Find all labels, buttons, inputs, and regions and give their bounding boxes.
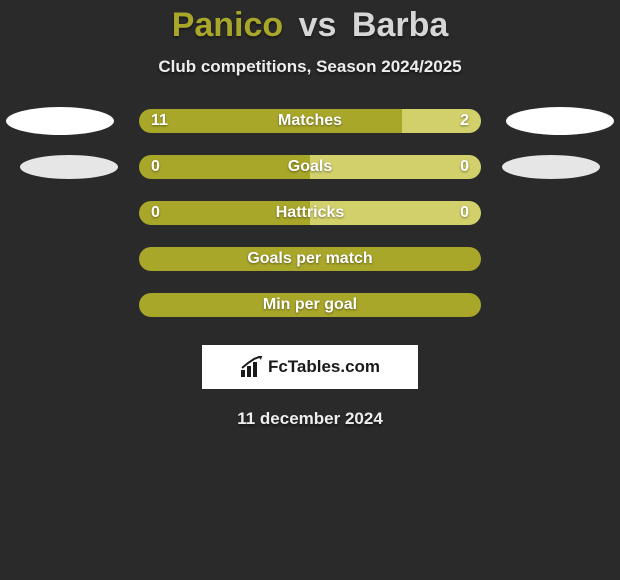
title-vs: vs: [299, 6, 337, 44]
bar-right-fill: [402, 109, 481, 133]
bar-left-fill: [139, 201, 310, 225]
stat-row: 00Hattricks: [0, 201, 620, 225]
bar-left-fill: [139, 293, 481, 317]
page-title: Panico vs Barba: [0, 6, 620, 45]
bar-left-fill: [139, 155, 310, 179]
bar-left-fill: [139, 247, 481, 271]
right-ellipse: [502, 155, 600, 179]
stat-row: 112Matches: [0, 109, 620, 133]
stat-bar: Min per goal: [139, 293, 481, 317]
stat-bar: 112Matches: [139, 109, 481, 133]
stat-row: 00Goals: [0, 155, 620, 179]
left-ellipse: [20, 155, 118, 179]
left-ellipse: [6, 107, 114, 135]
brand-inner: FcTables.com: [240, 356, 380, 378]
player2-name: Barba: [352, 6, 448, 44]
brand-box[interactable]: FcTables.com: [202, 345, 418, 389]
stat-row: Min per goal: [0, 293, 620, 317]
bar-right-fill: [310, 201, 481, 225]
chart-icon: [240, 356, 264, 378]
stat-bar: 00Hattricks: [139, 201, 481, 225]
subtitle: Club competitions, Season 2024/2025: [0, 57, 620, 77]
bar-left-fill: [139, 109, 402, 133]
comparison-widget: Panico vs Barba Club competitions, Seaso…: [0, 0, 620, 429]
stat-bar: Goals per match: [139, 247, 481, 271]
player1-name: Panico: [172, 6, 283, 44]
date-label: 11 december 2024: [0, 409, 620, 429]
stat-row: Goals per match: [0, 247, 620, 271]
brand-text: FcTables.com: [268, 357, 380, 377]
right-ellipse: [506, 107, 614, 135]
stats-rows: 112Matches 00Goals 00Hattricks Goals per ma…: [0, 109, 620, 317]
bar-right-fill: [310, 155, 481, 179]
stat-bar: 00Goals: [139, 155, 481, 179]
